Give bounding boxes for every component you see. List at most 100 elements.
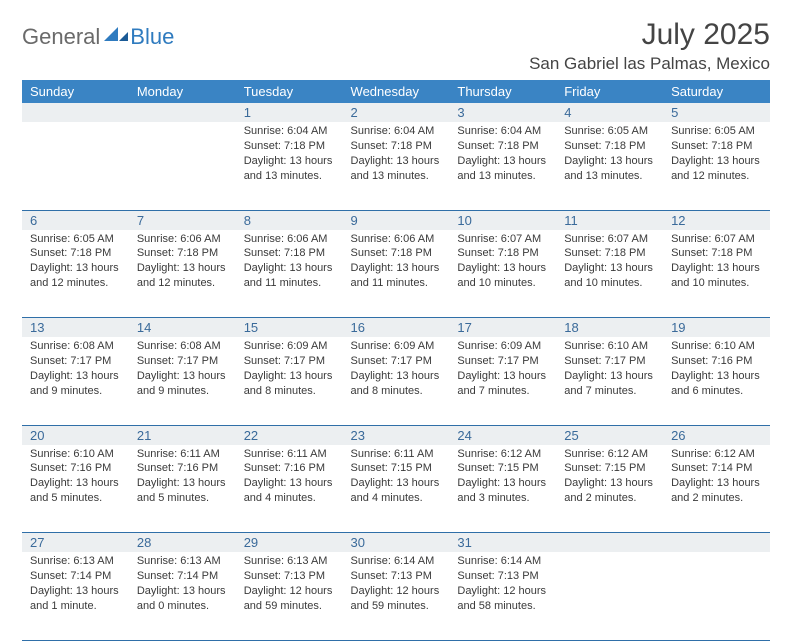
- day-number-cell: 12: [663, 210, 770, 230]
- day-content: Sunrise: 6:06 AMSunset: 7:18 PMDaylight:…: [236, 230, 343, 297]
- day-number-cell: 20: [22, 425, 129, 445]
- day-number: 31: [449, 533, 556, 552]
- day-number-cell: 5: [663, 103, 770, 122]
- day-content: Sunrise: 6:10 AMSunset: 7:17 PMDaylight:…: [556, 337, 663, 404]
- daylight-line: Daylight: 13 hours and 0 minutes.: [137, 584, 228, 614]
- day-content-cell: Sunrise: 6:07 AMSunset: 7:18 PMDaylight:…: [556, 230, 663, 318]
- day-content: Sunrise: 6:12 AMSunset: 7:15 PMDaylight:…: [449, 445, 556, 512]
- sunset-line: Sunset: 7:18 PM: [137, 246, 228, 261]
- day-content-cell: Sunrise: 6:14 AMSunset: 7:13 PMDaylight:…: [449, 552, 556, 640]
- sunrise-line: Sunrise: 6:08 AM: [30, 339, 121, 354]
- sunset-line: Sunset: 7:17 PM: [351, 354, 442, 369]
- sunrise-line: Sunrise: 6:04 AM: [457, 124, 548, 139]
- sunset-line: Sunset: 7:16 PM: [137, 461, 228, 476]
- day-number: 24: [449, 426, 556, 445]
- day-number-cell: 1: [236, 103, 343, 122]
- sunset-line: Sunset: 7:14 PM: [671, 461, 762, 476]
- day-content-cell: Sunrise: 6:10 AMSunset: 7:16 PMDaylight:…: [22, 445, 129, 533]
- day-number-cell: 29: [236, 533, 343, 553]
- day-number-cell: 13: [22, 318, 129, 338]
- sunrise-line: Sunrise: 6:12 AM: [671, 447, 762, 462]
- sunset-line: Sunset: 7:18 PM: [30, 246, 121, 261]
- daylight-line: Daylight: 13 hours and 8 minutes.: [351, 369, 442, 399]
- day-content-cell: [129, 122, 236, 210]
- sunrise-line: Sunrise: 6:09 AM: [457, 339, 548, 354]
- sunrise-line: Sunrise: 6:14 AM: [457, 554, 548, 569]
- sunrise-line: Sunrise: 6:06 AM: [244, 232, 335, 247]
- day-content-cell: Sunrise: 6:09 AMSunset: 7:17 PMDaylight:…: [236, 337, 343, 425]
- day-content-cell: Sunrise: 6:05 AMSunset: 7:18 PMDaylight:…: [556, 122, 663, 210]
- day-content: [129, 122, 236, 130]
- day-number-cell: 10: [449, 210, 556, 230]
- daylight-line: Daylight: 13 hours and 6 minutes.: [671, 369, 762, 399]
- day-number: 11: [556, 211, 663, 230]
- day-number-cell: 14: [129, 318, 236, 338]
- sunrise-line: Sunrise: 6:10 AM: [671, 339, 762, 354]
- sunrise-line: Sunrise: 6:04 AM: [244, 124, 335, 139]
- day-number-cell: 31: [449, 533, 556, 553]
- sunset-line: Sunset: 7:18 PM: [457, 246, 548, 261]
- daylight-line: Daylight: 13 hours and 8 minutes.: [244, 369, 335, 399]
- day-number-cell: [22, 103, 129, 122]
- day-number-cell: 6: [22, 210, 129, 230]
- day-number-cell: 17: [449, 318, 556, 338]
- sunset-line: Sunset: 7:18 PM: [351, 246, 442, 261]
- day-content-cell: Sunrise: 6:04 AMSunset: 7:18 PMDaylight:…: [449, 122, 556, 210]
- day-number: 1: [236, 103, 343, 122]
- dow-header: Monday: [129, 80, 236, 103]
- sunrise-line: Sunrise: 6:05 AM: [671, 124, 762, 139]
- day-content-cell: Sunrise: 6:04 AMSunset: 7:18 PMDaylight:…: [236, 122, 343, 210]
- sunrise-line: Sunrise: 6:05 AM: [30, 232, 121, 247]
- sunrise-line: Sunrise: 6:13 AM: [30, 554, 121, 569]
- sunrise-line: Sunrise: 6:10 AM: [564, 339, 655, 354]
- logo: General Blue: [22, 18, 174, 50]
- day-number: 17: [449, 318, 556, 337]
- day-number: 23: [343, 426, 450, 445]
- day-content: Sunrise: 6:06 AMSunset: 7:18 PMDaylight:…: [343, 230, 450, 297]
- sunrise-line: Sunrise: 6:07 AM: [671, 232, 762, 247]
- day-number: 20: [22, 426, 129, 445]
- day-number-cell: [129, 103, 236, 122]
- sunrise-line: Sunrise: 6:09 AM: [244, 339, 335, 354]
- day-number: 12: [663, 211, 770, 230]
- sunset-line: Sunset: 7:15 PM: [351, 461, 442, 476]
- day-content-cell: Sunrise: 6:13 AMSunset: 7:13 PMDaylight:…: [236, 552, 343, 640]
- day-number: 28: [129, 533, 236, 552]
- day-number: 10: [449, 211, 556, 230]
- day-number: [556, 533, 663, 552]
- day-number: 27: [22, 533, 129, 552]
- day-content-cell: Sunrise: 6:06 AMSunset: 7:18 PMDaylight:…: [236, 230, 343, 318]
- sunset-line: Sunset: 7:17 PM: [457, 354, 548, 369]
- day-content: Sunrise: 6:05 AMSunset: 7:18 PMDaylight:…: [22, 230, 129, 297]
- day-content: Sunrise: 6:04 AMSunset: 7:18 PMDaylight:…: [236, 122, 343, 189]
- daylight-line: Daylight: 13 hours and 1 minute.: [30, 584, 121, 614]
- daylight-line: Daylight: 13 hours and 5 minutes.: [30, 476, 121, 506]
- sunrise-line: Sunrise: 6:09 AM: [351, 339, 442, 354]
- sunset-line: Sunset: 7:18 PM: [244, 139, 335, 154]
- day-content-cell: Sunrise: 6:11 AMSunset: 7:15 PMDaylight:…: [343, 445, 450, 533]
- week-content-row: Sunrise: 6:05 AMSunset: 7:18 PMDaylight:…: [22, 230, 770, 318]
- day-number-cell: 22: [236, 425, 343, 445]
- day-number-cell: 16: [343, 318, 450, 338]
- day-content: Sunrise: 6:13 AMSunset: 7:14 PMDaylight:…: [129, 552, 236, 619]
- day-content-cell: Sunrise: 6:13 AMSunset: 7:14 PMDaylight:…: [129, 552, 236, 640]
- day-content-cell: Sunrise: 6:09 AMSunset: 7:17 PMDaylight:…: [343, 337, 450, 425]
- daylight-line: Daylight: 13 hours and 10 minutes.: [564, 261, 655, 291]
- day-number: 8: [236, 211, 343, 230]
- day-content: Sunrise: 6:04 AMSunset: 7:18 PMDaylight:…: [449, 122, 556, 189]
- day-content-cell: Sunrise: 6:11 AMSunset: 7:16 PMDaylight:…: [129, 445, 236, 533]
- day-number: 21: [129, 426, 236, 445]
- sunrise-line: Sunrise: 6:13 AM: [137, 554, 228, 569]
- sunrise-line: Sunrise: 6:05 AM: [564, 124, 655, 139]
- dow-header: Saturday: [663, 80, 770, 103]
- daylight-line: Daylight: 13 hours and 7 minutes.: [457, 369, 548, 399]
- day-number-cell: 30: [343, 533, 450, 553]
- day-content-cell: [663, 552, 770, 640]
- day-number: 29: [236, 533, 343, 552]
- week-daynum-row: 20212223242526: [22, 425, 770, 445]
- title-block: July 2025 San Gabriel las Palmas, Mexico: [529, 18, 770, 74]
- sunrise-line: Sunrise: 6:06 AM: [351, 232, 442, 247]
- sunset-line: Sunset: 7:14 PM: [30, 569, 121, 584]
- logo-mark-icon: [104, 25, 128, 43]
- day-content-cell: Sunrise: 6:13 AMSunset: 7:14 PMDaylight:…: [22, 552, 129, 640]
